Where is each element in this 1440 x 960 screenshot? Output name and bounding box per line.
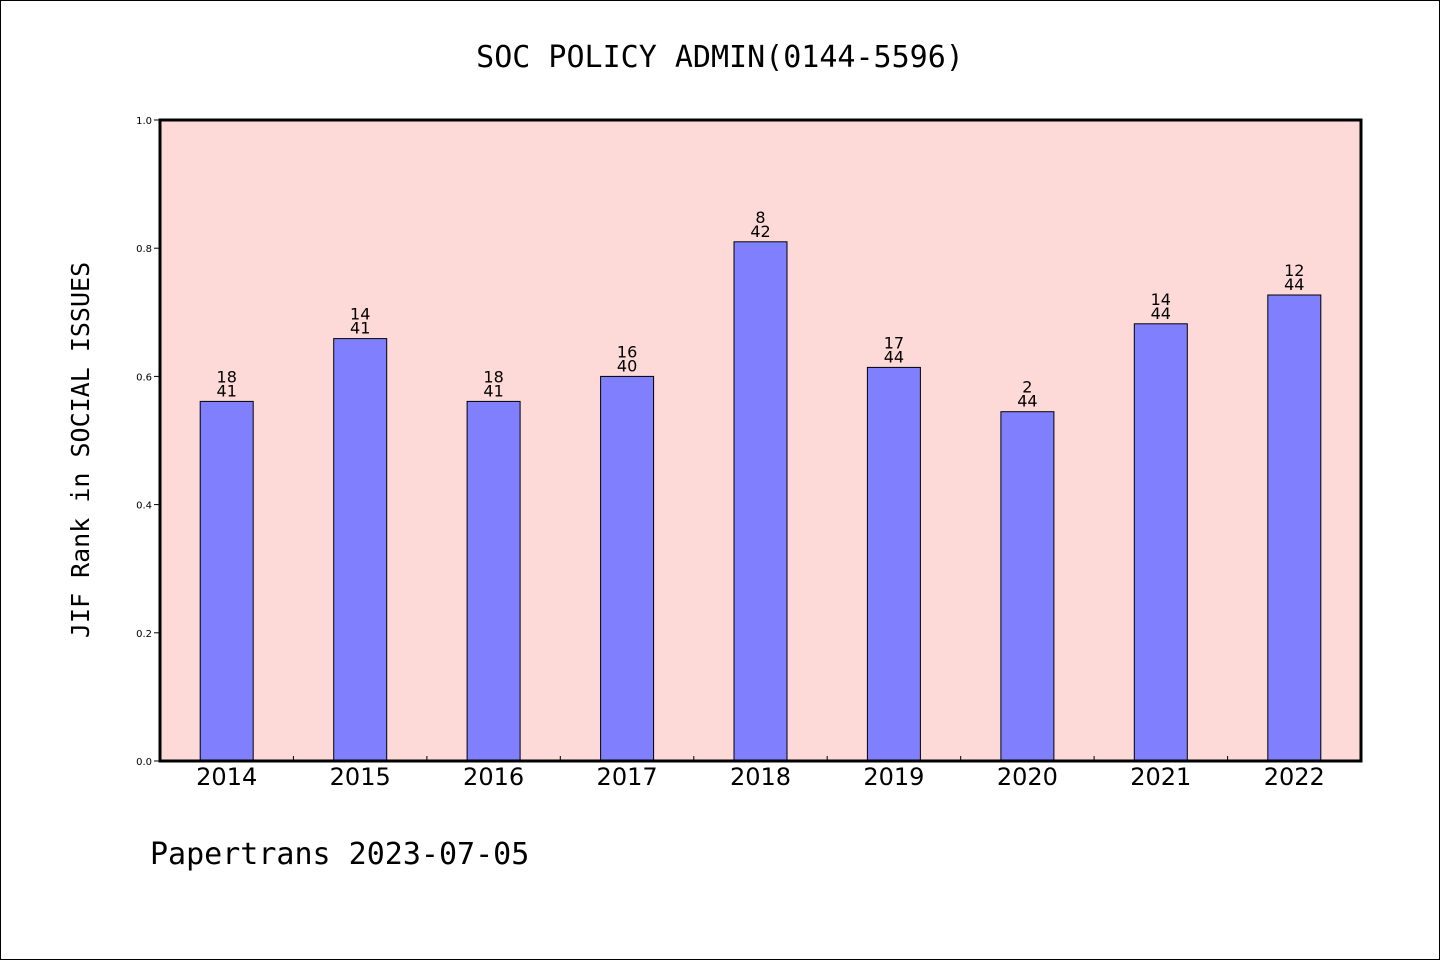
x-tick-label-2017: 2017	[597, 763, 658, 791]
x-axis-ticks: 2014 2015 2016 2017 2018 2019 2020 2021 2022	[196, 756, 1325, 791]
total-label-2016: 41	[483, 381, 503, 400]
x-tick-label-2015: 2015	[330, 763, 391, 791]
rank-label-2020: 2	[1022, 378, 1032, 397]
bar-2020	[1000, 411, 1055, 762]
x-tick-label-2021: 2021	[1130, 763, 1191, 791]
rank-label-2017: 16	[617, 342, 637, 361]
y-axis-label: JIF Rank in SOCIAL ISSUES	[66, 262, 95, 638]
total-label-2022: 44	[1284, 275, 1304, 294]
rank-label-2018: 8	[755, 208, 765, 227]
total-label-2018: 42	[750, 222, 770, 241]
total-label-2015: 41	[350, 319, 370, 338]
bar-2017	[600, 375, 655, 762]
x-tick-label-2014: 2014	[196, 763, 257, 791]
total-label-2017: 40	[617, 356, 637, 375]
bar-group	[199, 241, 1322, 762]
rank-label-2016: 18	[483, 367, 503, 386]
total-label-2014: 41	[217, 381, 237, 400]
y-tick-label: 0.6	[136, 372, 152, 383]
x-tick-label-2020: 2020	[997, 763, 1058, 791]
y-tick-label: 1.0	[136, 116, 152, 127]
footer-text: Papertrans 2023-07-05	[150, 837, 529, 872]
x-tick-label-2016: 2016	[463, 763, 524, 791]
rank-label-2022: 12	[1284, 261, 1304, 280]
bar-2022	[1267, 294, 1322, 762]
bar-2021	[1133, 323, 1188, 762]
x-tick-label-2022: 2022	[1264, 763, 1325, 791]
y-axis-ticks: 0.0 0.2 0.4 0.6 0.8 1.0	[136, 116, 160, 768]
y-tick-label: 0.2	[136, 629, 152, 640]
chart-title: SOC POLICY ADMIN(0144-5596)	[476, 40, 964, 75]
y-tick-label: 0.8	[136, 244, 152, 255]
x-tick-label-2019: 2019	[863, 763, 924, 791]
rank-label-2019: 17	[884, 333, 904, 352]
rank-label-2021: 14	[1151, 290, 1171, 309]
rank-label-2014: 18	[217, 367, 237, 386]
bar-2016	[466, 400, 521, 762]
x-tick-label-2018: 2018	[730, 763, 791, 791]
y-tick-label: 0.0	[136, 757, 152, 768]
total-label-2020: 44	[1017, 392, 1037, 411]
bar-2015	[333, 338, 388, 762]
bar-2014	[199, 400, 254, 762]
plot-border	[158, 118, 1363, 763]
bar-2019	[866, 366, 921, 762]
total-label-2019: 44	[884, 347, 904, 366]
rank-label-2015: 14	[350, 305, 370, 324]
y-tick-label: 0.4	[136, 501, 152, 512]
bar-2018	[733, 241, 788, 762]
total-label-2021: 44	[1151, 304, 1171, 323]
